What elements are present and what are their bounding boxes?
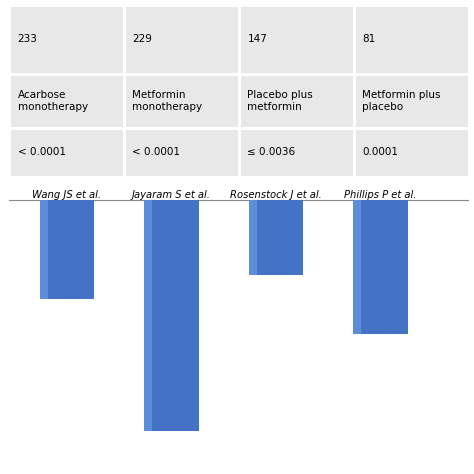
Text: 233: 233	[18, 34, 37, 44]
Text: Phillips P et al.: Phillips P et al.	[344, 190, 417, 200]
Text: Placebo plus
metformin: Placebo plus metformin	[247, 90, 313, 111]
Bar	[353, 201, 408, 334]
Bar	[354, 5, 469, 73]
Text: Jayaram S et al.: Jayaram S et al.	[132, 190, 211, 200]
Bar	[9, 73, 124, 128]
Bar	[249, 201, 257, 275]
Text: 147: 147	[247, 34, 267, 44]
Bar	[9, 128, 124, 177]
Bar	[124, 5, 239, 73]
Bar	[9, 5, 124, 73]
Bar	[354, 128, 469, 177]
Bar	[144, 201, 153, 431]
Bar	[353, 201, 361, 334]
Bar	[40, 201, 48, 299]
Bar	[239, 5, 354, 73]
Bar	[124, 128, 239, 177]
Text: Wang JS et al.: Wang JS et al.	[32, 190, 101, 200]
Text: 0.0001: 0.0001	[362, 147, 398, 157]
Text: < 0.0001: < 0.0001	[132, 147, 181, 157]
Bar	[124, 73, 239, 128]
Text: Rosenstock J et al.: Rosenstock J et al.	[230, 190, 322, 200]
Text: Metformin
monotherapy: Metformin monotherapy	[132, 90, 202, 111]
Bar	[239, 128, 354, 177]
Text: Metformin plus
placebo: Metformin plus placebo	[362, 90, 441, 111]
Text: 229: 229	[132, 34, 152, 44]
Text: Acarbose
monotherapy: Acarbose monotherapy	[18, 90, 88, 111]
Bar	[354, 73, 469, 128]
Text: < 0.0001: < 0.0001	[18, 147, 65, 157]
Bar	[239, 73, 354, 128]
Bar	[40, 201, 94, 299]
Bar	[144, 201, 199, 431]
Text: ≤ 0.0036: ≤ 0.0036	[247, 147, 296, 157]
Bar	[249, 201, 303, 275]
Text: 81: 81	[362, 34, 375, 44]
